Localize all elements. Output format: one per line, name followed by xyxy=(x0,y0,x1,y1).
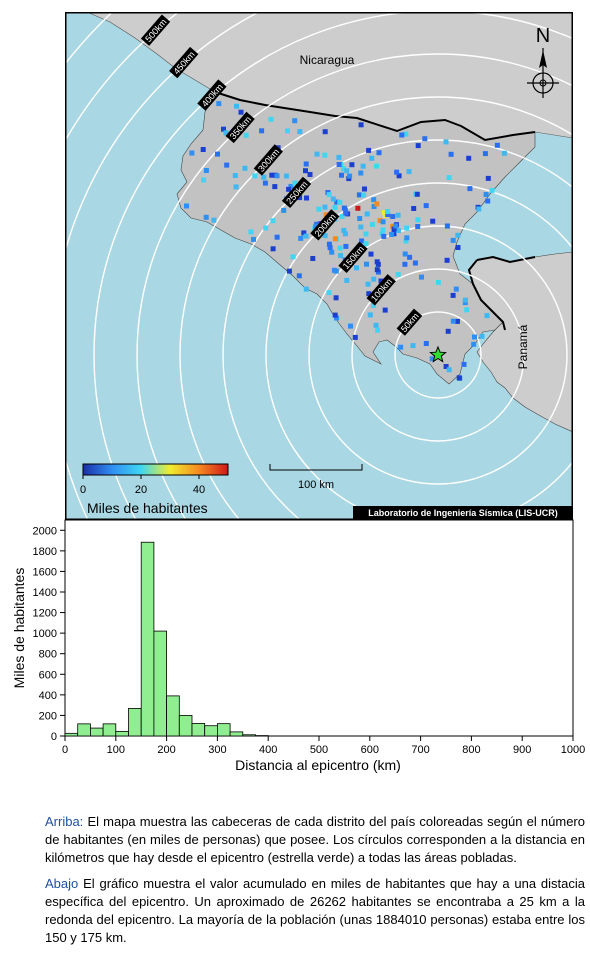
x-axis-ticks: 0 100 200 300 400 500 600 700 800 900 1000 xyxy=(62,736,585,756)
epicenter-star-icon xyxy=(429,345,447,363)
x-tick-label: 100 xyxy=(107,744,125,756)
distance-ring xyxy=(308,225,568,485)
caption-key-bottom: Abajo xyxy=(45,876,79,891)
histogram-bar xyxy=(64,732,79,737)
country-label-nicaragua: Nicaragua xyxy=(300,53,355,67)
scale-bar: 100 km xyxy=(269,464,363,491)
colorbar: 0 20 40 Miles de habitantes xyxy=(80,463,229,516)
epicenter-map: 50km 100km 150km 200km 250km 300km 350km 400km 4… xyxy=(65,12,573,520)
credit-label: Laboratorio de Ingeniería Sísmica (LIS-U… xyxy=(368,508,558,518)
y-axis-label: Miles de habitantes xyxy=(11,568,27,689)
y-tick-label: 600 xyxy=(39,669,57,681)
north-label: N xyxy=(536,25,550,47)
scale-bar-label: 100 km xyxy=(298,479,334,491)
histogram-bar xyxy=(229,731,244,737)
histogram-bar xyxy=(128,708,142,737)
y-tick-label: 2000 xyxy=(33,525,57,537)
colorbar-tick: 40 xyxy=(193,484,205,496)
histogram-bar xyxy=(90,727,104,737)
distance-ring xyxy=(265,182,573,520)
histogram-bar xyxy=(191,723,206,737)
x-tick-label: 500 xyxy=(310,744,328,756)
colorbar-tick: 0 xyxy=(80,484,86,496)
distance-ring xyxy=(93,12,573,520)
histogram-bar xyxy=(204,725,218,737)
caption-text-top: El mapa muestra las cabeceras de cada di… xyxy=(45,814,585,865)
caption-text-bottom: El gráfico muestra el valor acumulado en… xyxy=(45,876,585,945)
y-tick-label: 1200 xyxy=(33,608,57,620)
distance-ring xyxy=(136,53,573,520)
histogram-bar xyxy=(242,734,256,737)
x-tick-label: 700 xyxy=(411,744,429,756)
y-axis-ticks: 0 200 400 600 800 1000 1200 1400 1600 1800 2000 xyxy=(33,525,65,743)
x-tick-label: 200 xyxy=(157,744,175,756)
x-tick-label: 400 xyxy=(259,744,277,756)
y-tick-label: 200 xyxy=(39,710,57,722)
histogram-bar xyxy=(115,730,129,737)
distance-ring xyxy=(222,139,573,520)
country-label-panama: Panamá xyxy=(516,324,530,369)
y-tick-label: 1400 xyxy=(33,587,57,599)
distance-ring xyxy=(179,96,573,520)
y-tick-label: 1800 xyxy=(33,546,57,558)
x-tick-label: 900 xyxy=(513,744,531,756)
north-arrow-icon: N xyxy=(527,25,559,98)
credit-box: Laboratorio de Ingeniería Sísmica (LIS-U… xyxy=(353,506,573,520)
colorbar-label: Miles de habitantes xyxy=(87,500,208,516)
histogram-bar xyxy=(102,723,117,737)
x-axis-label: Distancia al epicentro (km) xyxy=(235,757,401,773)
distance-rings xyxy=(65,12,573,520)
caption-paragraph-top: Arriba: El mapa muestra las cabeceras de… xyxy=(45,813,585,867)
map-frame xyxy=(65,12,573,520)
distance-ring xyxy=(351,268,525,442)
x-tick-label: 800 xyxy=(462,744,480,756)
histogram-bar xyxy=(178,715,193,737)
y-tick-label: 800 xyxy=(39,649,57,661)
y-tick-label: 1600 xyxy=(33,566,57,578)
figure-caption: Arriba: El mapa muestra las cabeceras de… xyxy=(45,813,585,955)
colorbar-tick: 20 xyxy=(135,484,147,496)
x-tick-label: 1000 xyxy=(561,744,585,756)
distance-ring xyxy=(394,311,482,399)
y-tick-label: 400 xyxy=(39,690,57,702)
x-tick-label: 600 xyxy=(361,744,379,756)
histogram-bar xyxy=(153,630,167,737)
y-tick-label: 1000 xyxy=(33,628,57,640)
costa-rica-border xyxy=(214,91,536,331)
histogram-bar xyxy=(77,723,91,737)
x-tick-label: 0 xyxy=(62,744,68,756)
histogram-bar xyxy=(166,695,180,737)
population-histogram: 0 100 200 300 400 500 600 700 800 900 1000 0 200 400… xyxy=(11,519,585,773)
x-tick-label: 300 xyxy=(208,744,226,756)
colorbar-gradient xyxy=(82,463,229,476)
histogram-bar xyxy=(140,541,155,737)
histogram-bar xyxy=(216,723,231,737)
map-canvas: 50km100km150km200km250km300km350km400km4… xyxy=(65,12,573,520)
histogram-bars xyxy=(64,541,269,737)
caption-paragraph-bottom: Abajo El gráfico muestra el valor acumul… xyxy=(45,875,585,947)
y-tick-label: 0 xyxy=(51,731,57,743)
caption-key-top: Arriba: xyxy=(45,814,84,829)
